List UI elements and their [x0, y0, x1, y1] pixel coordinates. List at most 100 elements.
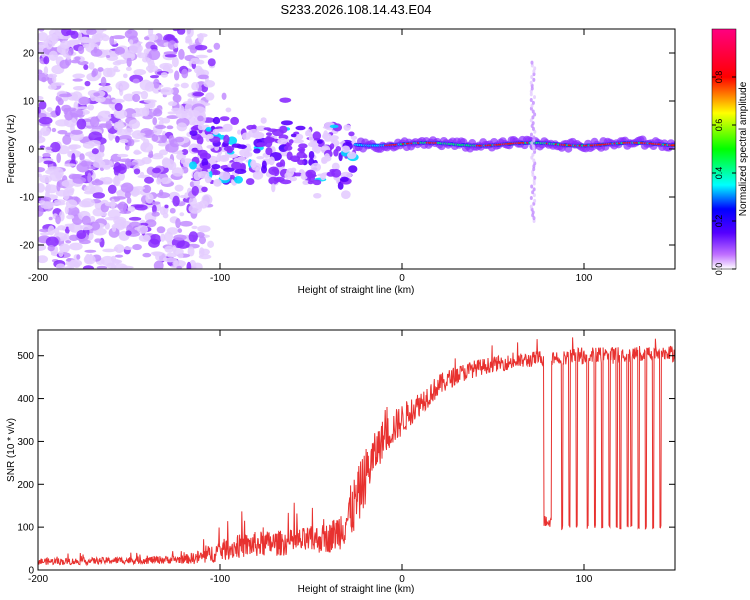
noise-blob — [161, 157, 171, 169]
noise-blob — [167, 111, 178, 115]
noise-blob — [176, 265, 182, 269]
noise-blob — [100, 76, 107, 87]
noise-blob — [174, 42, 179, 49]
noise-blob — [153, 260, 164, 269]
noise-blob — [143, 36, 150, 41]
noise-blob — [61, 104, 72, 113]
signal-blob — [225, 107, 232, 113]
spike-blob — [529, 98, 533, 103]
noise-blob — [171, 87, 180, 96]
signal-blob — [212, 116, 221, 125]
noise-blob — [43, 56, 50, 65]
noise-blob — [52, 75, 57, 83]
noise-blob — [181, 148, 189, 156]
noise-blob — [72, 73, 86, 79]
noise-blob — [38, 112, 47, 119]
noise-blob — [40, 201, 54, 210]
noise-blob — [110, 255, 117, 262]
spike-blob — [532, 167, 536, 172]
signal-blob — [211, 163, 221, 170]
noise-blob — [207, 240, 215, 248]
signal-blob — [329, 124, 339, 129]
noise-blob — [97, 67, 104, 72]
spectrogram-ylabel: Frequency (Hz) — [6, 115, 17, 184]
noise-blob — [67, 47, 74, 56]
noise-blob — [66, 214, 75, 220]
signal-blob — [264, 139, 273, 148]
noise-blob — [93, 92, 100, 97]
noise-blob — [191, 82, 200, 91]
snr-xtick-label: 0 — [399, 574, 405, 585]
noise-blob — [64, 226, 70, 235]
noise-blob — [150, 44, 158, 50]
noise-blob — [38, 200, 46, 204]
noise-blob — [120, 52, 135, 59]
noise-blob — [113, 215, 120, 220]
noise-blob — [127, 30, 132, 34]
noise-blob — [88, 62, 95, 70]
noise-blob — [187, 98, 193, 104]
noise-blob — [123, 128, 134, 134]
noise-blob — [43, 160, 54, 165]
noise-blob — [78, 96, 91, 105]
noise-blob — [155, 124, 167, 130]
snr-ytick-label: 200 — [17, 480, 34, 491]
noise-blob — [92, 159, 106, 169]
noise-blob — [99, 143, 105, 154]
colorbar-gradient — [711, 28, 737, 270]
signal-blob — [234, 175, 243, 184]
spike-blob — [532, 193, 536, 198]
noise-blob — [171, 107, 182, 112]
noise-blob — [128, 119, 141, 130]
signal-blob — [333, 149, 339, 157]
noise-blob — [91, 148, 99, 155]
spectrogram-ytick-label: -10 — [20, 193, 35, 204]
signal-blob — [243, 151, 250, 159]
noise-blob — [49, 141, 61, 153]
noise-blob — [177, 253, 184, 259]
noise-blob — [87, 104, 95, 111]
noise-blob — [80, 161, 94, 167]
noise-blob — [114, 174, 120, 186]
signal-blob — [261, 160, 267, 169]
signal-blob — [236, 156, 246, 162]
noise-blob — [38, 206, 44, 217]
noise-blob — [107, 184, 117, 194]
noise-blob — [104, 201, 117, 207]
noise-blob — [161, 117, 171, 124]
noise-blob — [195, 54, 208, 59]
noise-blob — [65, 240, 72, 244]
signal-blob — [297, 159, 305, 166]
spike-blob — [532, 187, 536, 192]
noise-blob — [45, 236, 59, 248]
spike-blob — [530, 141, 534, 146]
noise-blob — [191, 225, 198, 230]
noise-blob — [71, 153, 76, 164]
noise-blob — [174, 70, 180, 81]
noise-blob — [174, 136, 185, 143]
spike-blob — [529, 204, 533, 209]
noise-blob — [179, 212, 185, 217]
noise-blob — [159, 62, 173, 70]
noise-blob — [79, 224, 93, 231]
signal-blob — [330, 139, 335, 143]
noise-blob — [47, 245, 55, 252]
signal-blob — [252, 170, 264, 180]
signal-blob — [256, 125, 267, 132]
noise-blob — [84, 249, 97, 253]
noise-blob — [148, 49, 161, 61]
signal-blob — [298, 143, 308, 149]
signal-blob — [312, 131, 322, 141]
signal-blob — [343, 124, 351, 131]
noise-blob — [87, 166, 96, 170]
spectrogram-ytick-label: -20 — [20, 241, 35, 252]
noise-blob — [76, 118, 87, 130]
snr-ytick-label: 400 — [17, 394, 34, 405]
spectrogram-ytick-label: 20 — [23, 49, 35, 60]
noise-blob — [123, 246, 133, 251]
noise-blob — [185, 39, 190, 44]
colorbar-tick-label: 0.4 — [714, 167, 724, 180]
noise-blob — [112, 61, 122, 66]
signal-blob — [276, 162, 284, 168]
